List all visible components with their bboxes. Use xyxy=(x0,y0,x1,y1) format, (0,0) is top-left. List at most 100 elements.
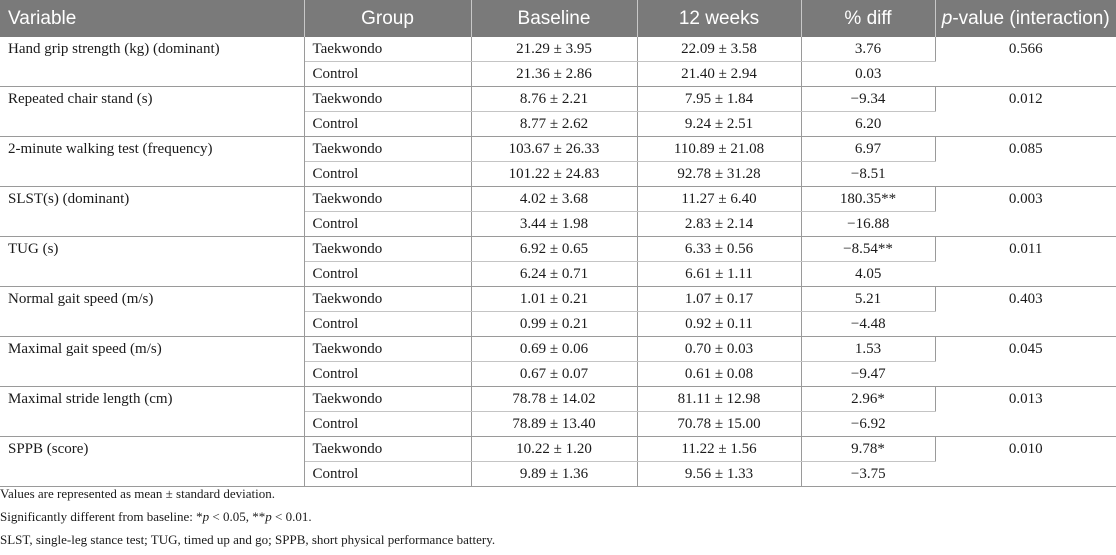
pct-diff-cell: 180.35** xyxy=(801,186,936,212)
variable-cell: TUG (s) xyxy=(0,236,305,287)
p-value-cell: 0.403 xyxy=(935,286,1116,337)
week12-cell: 6.61 ± 1.11 xyxy=(637,261,802,287)
baseline-cell: 6.24 ± 0.71 xyxy=(471,261,638,287)
week12-cell: 7.95 ± 1.84 xyxy=(637,86,802,112)
week12-cell: 110.89 ± 21.08 xyxy=(637,136,802,162)
group-cell: Taekwondo xyxy=(304,436,472,462)
p-value-cell: 0.566 xyxy=(935,37,1116,87)
table-row: 2-minute walking test (frequency) Taekwon… xyxy=(0,136,1116,187)
week12-cell: 11.27 ± 6.40 xyxy=(637,186,802,212)
footnote-sig-text-a: Significantly different from baseline: * xyxy=(0,509,203,524)
footnote-significance: Significantly different from baseline: *… xyxy=(0,505,495,528)
baseline-cell: 1.01 ± 0.21 xyxy=(471,286,638,312)
header-baseline: Baseline xyxy=(471,0,638,37)
week12-cell: 22.09 ± 3.58 xyxy=(637,37,802,62)
pct-diff-cell: −9.34 xyxy=(801,86,936,112)
pct-diff-cell: 0.03 xyxy=(801,61,935,87)
table-body: Hand grip strength (kg) (dominant) Taekwo… xyxy=(0,37,1116,487)
header-12-weeks: 12 weeks xyxy=(637,0,802,37)
week12-cell: 0.70 ± 0.03 xyxy=(637,336,802,362)
variable-cell: SLST(s) (dominant) xyxy=(0,186,305,237)
week12-cell: 1.07 ± 0.17 xyxy=(637,286,802,312)
p-value-cell: 0.011 xyxy=(935,236,1116,287)
baseline-cell: 0.67 ± 0.07 xyxy=(471,361,638,387)
table-row: Hand grip strength (kg) (dominant) Taekwo… xyxy=(0,37,1116,87)
footnote-abbreviations: SLST, single-leg stance test; TUG, timed… xyxy=(0,532,496,547)
pct-diff-cell: −4.48 xyxy=(801,311,935,337)
pct-diff-cell: 9.78* xyxy=(801,436,936,462)
table-row: Control 6.24 ± 0.71 6.61 ± 1.11 4.05 xyxy=(0,261,1116,287)
group-cell: Control xyxy=(304,161,472,187)
table-row: SPPB (score) Taekwondo 10.22 ± 1.20 11.22 ±… xyxy=(0,436,1116,487)
pct-diff-cell: −16.88 xyxy=(801,211,935,237)
table-row: Repeated chair stand (s) Taekwondo 8.76 ± … xyxy=(0,86,1116,137)
group-cell: Taekwondo xyxy=(304,86,472,112)
group-cell: Taekwondo xyxy=(304,336,472,362)
variable-cell: 2-minute walking test (frequency) xyxy=(0,136,305,187)
variable-cell: Maximal gait speed (m/s) xyxy=(0,336,305,387)
baseline-cell: 4.02 ± 3.68 xyxy=(471,186,638,212)
pct-diff-cell: −8.51 xyxy=(801,161,935,187)
table-row: Maximal stride length (cm) Taekwondo 78.78… xyxy=(0,386,1116,437)
group-cell: Control xyxy=(304,211,472,237)
variable-cell: SPPB (score) xyxy=(0,436,305,487)
week12-cell: 9.56 ± 1.33 xyxy=(637,461,802,487)
header-p-italic: p xyxy=(941,7,953,29)
results-table: Variable Group Baseline 12 weeks % diff … xyxy=(0,0,1116,487)
group-cell: Control xyxy=(304,361,472,387)
p-value-cell: 0.045 xyxy=(935,336,1116,387)
pct-diff-cell: −3.75 xyxy=(801,461,935,487)
baseline-cell: 0.69 ± 0.06 xyxy=(471,336,638,362)
week12-cell: 0.92 ± 0.11 xyxy=(637,311,802,337)
footnote-sig-p1: p xyxy=(202,509,210,524)
table-row: TUG (s) Taekwondo 6.92 ± 0.65 6.33 ± 0.56 −8… xyxy=(0,236,1116,287)
table-row: Control 21.36 ± 2.86 21.40 ± 2.94 0.03 xyxy=(0,61,1116,87)
table-row: Normal gait speed (m/s) Taekwondo 1.01 ± 0… xyxy=(0,286,1116,337)
baseline-cell: 21.29 ± 3.95 xyxy=(471,37,638,62)
pct-diff-cell: 3.76 xyxy=(801,37,936,62)
pct-diff-cell: 6.20 xyxy=(801,111,935,137)
baseline-cell: 78.78 ± 14.02 xyxy=(471,386,638,412)
pct-diff-cell: 4.05 xyxy=(801,261,935,287)
table-row: Control 8.77 ± 2.62 9.24 ± 2.51 6.20 xyxy=(0,111,1116,137)
table-footnotes: Values are represented as mean ± standar… xyxy=(0,482,495,551)
pct-diff-cell: −9.47 xyxy=(801,361,935,387)
header-p-value: p-value (interaction) xyxy=(935,0,1116,37)
week12-cell: 0.61 ± 0.08 xyxy=(637,361,802,387)
table-row: Control 0.99 ± 0.21 0.92 ± 0.11 −4.48 xyxy=(0,311,1116,337)
header-pct-diff: % diff xyxy=(801,0,936,37)
pct-diff-cell: 6.97 xyxy=(801,136,936,162)
pct-diff-cell: 5.21 xyxy=(801,286,936,312)
pct-diff-cell: −6.92 xyxy=(801,411,935,437)
week12-cell: 81.11 ± 12.98 xyxy=(637,386,802,412)
baseline-cell: 6.92 ± 0.65 xyxy=(471,236,638,262)
group-cell: Taekwondo xyxy=(304,386,472,412)
week12-cell: 9.24 ± 2.51 xyxy=(637,111,802,137)
group-cell: Taekwondo xyxy=(304,236,472,262)
variable-cell: Repeated chair stand (s) xyxy=(0,86,305,137)
variable-cell: Maximal stride length (cm) xyxy=(0,386,305,437)
table-row: Control 78.89 ± 13.40 70.78 ± 15.00 −6.92 xyxy=(0,411,1116,437)
p-value-cell: 0.013 xyxy=(935,386,1116,437)
table-row: SLST(s) (dominant) Taekwondo 4.02 ± 3.68 11… xyxy=(0,186,1116,237)
baseline-cell: 10.22 ± 1.20 xyxy=(471,436,638,462)
table-row: Maximal gait speed (m/s) Taekwondo 0.69 ± … xyxy=(0,336,1116,387)
baseline-cell: 21.36 ± 2.86 xyxy=(471,61,638,87)
pct-diff-cell: 1.53 xyxy=(801,336,936,362)
week12-cell: 70.78 ± 15.00 xyxy=(637,411,802,437)
baseline-cell: 8.76 ± 2.21 xyxy=(471,86,638,112)
group-cell: Control xyxy=(304,111,472,137)
baseline-cell: 9.89 ± 1.36 xyxy=(471,461,638,487)
group-cell: Taekwondo xyxy=(304,186,472,212)
table-row: Control 101.22 ± 24.83 92.78 ± 31.28 −8.51 xyxy=(0,161,1116,187)
group-cell: Control xyxy=(304,311,472,337)
group-cell: Control xyxy=(304,61,472,87)
footnote-sig-text-b: < 0.05, ** xyxy=(209,509,266,524)
p-value-cell: 0.085 xyxy=(935,136,1116,187)
table-row: Control 0.67 ± 0.07 0.61 ± 0.08 −9.47 xyxy=(0,361,1116,387)
group-cell: Control xyxy=(304,261,472,287)
header-row: Variable Group Baseline 12 weeks % diff … xyxy=(0,0,1116,37)
week12-cell: 11.22 ± 1.56 xyxy=(637,436,802,462)
p-value-cell: 0.010 xyxy=(935,436,1116,487)
header-variable: Variable xyxy=(0,0,305,37)
